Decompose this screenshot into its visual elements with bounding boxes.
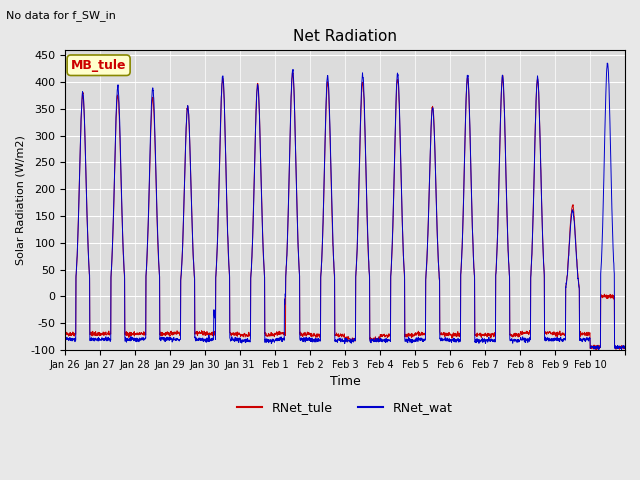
RNet_tule xyxy=(379,333,387,338)
Text: MB_tule: MB_tule xyxy=(71,59,126,72)
RNet_tule xyxy=(545,329,553,335)
RNet_wat xyxy=(618,347,625,353)
RNet_wat xyxy=(379,337,387,343)
RNet_tule xyxy=(621,344,629,350)
RNet_tule xyxy=(514,331,522,337)
RNet_wat xyxy=(238,338,246,344)
Title: Net Radiation: Net Radiation xyxy=(293,29,397,44)
RNet_tule xyxy=(614,345,621,351)
RNet_wat xyxy=(61,334,69,340)
RNet_wat xyxy=(545,338,553,344)
RNet_tule xyxy=(61,331,69,336)
RNet_wat xyxy=(604,60,611,66)
RNet_tule xyxy=(117,183,125,189)
Line: RNet_wat: RNet_wat xyxy=(65,63,625,350)
Line: RNet_tule: RNet_tule xyxy=(65,73,625,350)
RNet_wat xyxy=(621,344,629,350)
RNet_wat xyxy=(613,345,621,350)
RNet_wat xyxy=(514,336,522,342)
X-axis label: Time: Time xyxy=(330,375,360,388)
RNet_tule xyxy=(592,347,600,353)
RNet_tule xyxy=(238,332,246,337)
Text: No data for f_SW_in: No data for f_SW_in xyxy=(6,10,116,21)
Legend: RNet_tule, RNet_wat: RNet_tule, RNet_wat xyxy=(232,396,458,419)
RNet_wat xyxy=(117,178,125,184)
RNet_tule xyxy=(289,70,297,76)
Y-axis label: Solar Radiation (W/m2): Solar Radiation (W/m2) xyxy=(15,135,25,265)
